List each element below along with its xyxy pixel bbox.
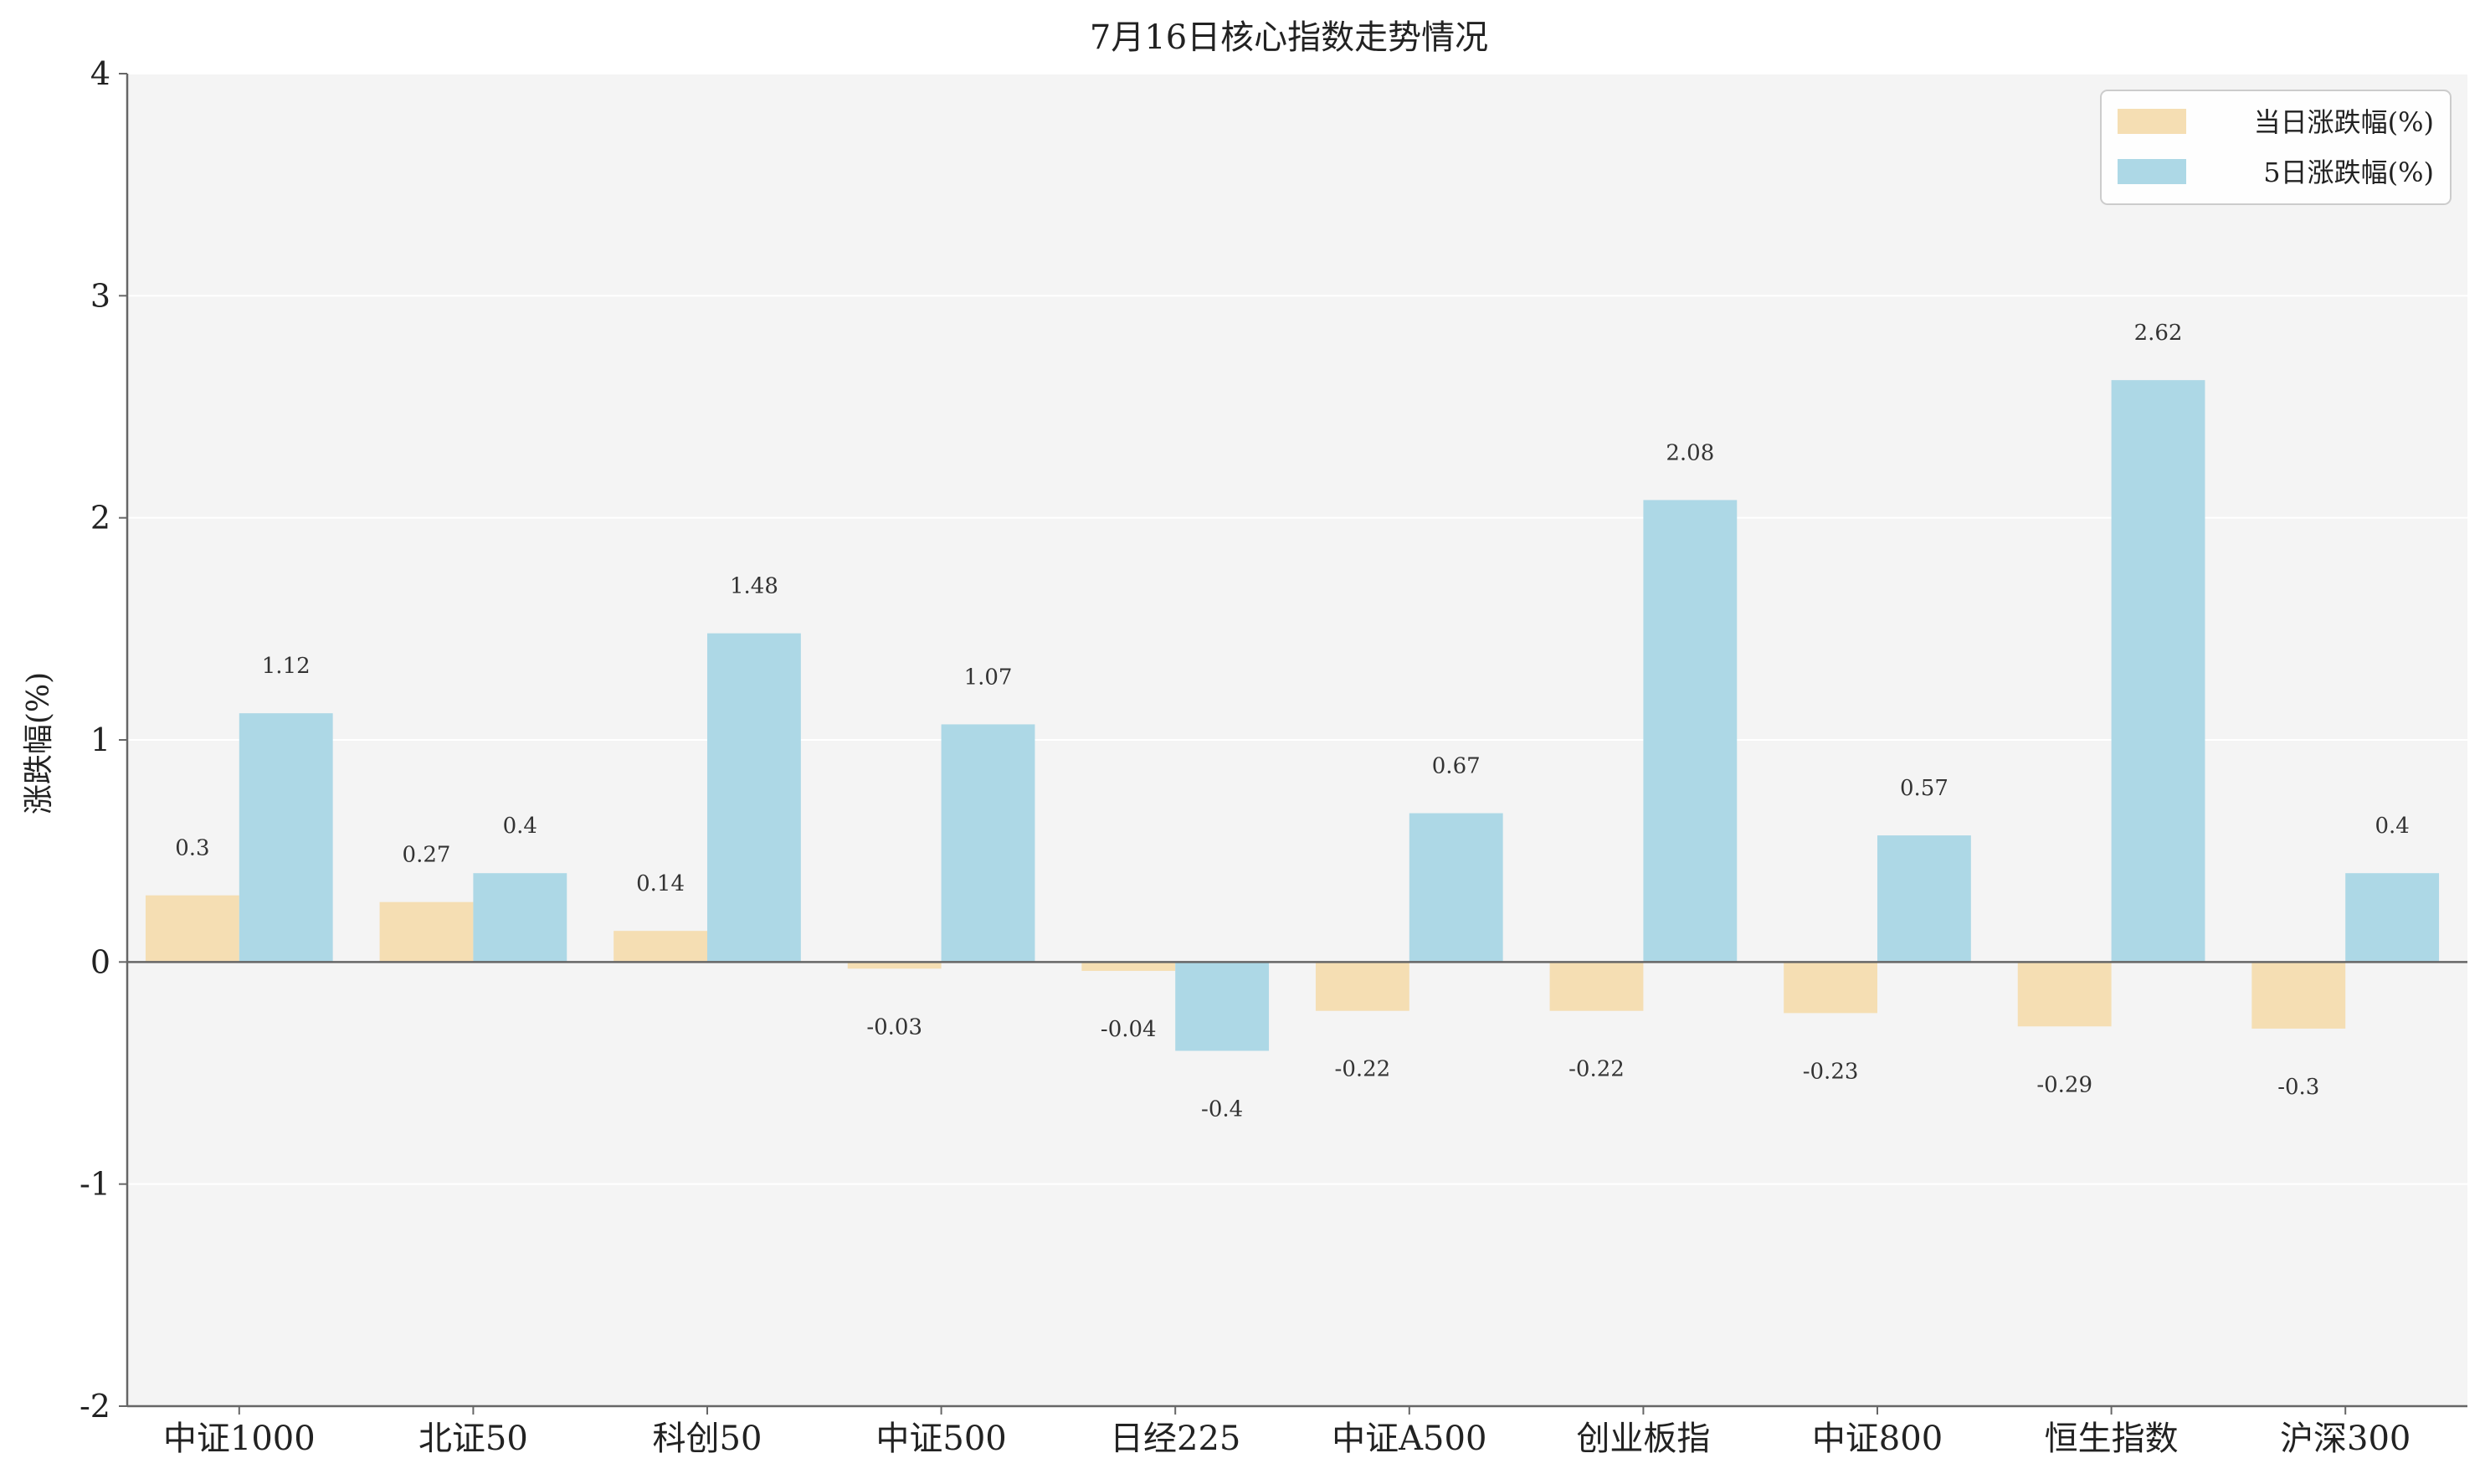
bar-daily-2	[614, 931, 707, 963]
x-tick-label-4: 日经225	[1110, 1420, 1240, 1458]
bar-daily-3	[847, 962, 942, 969]
bar-5day-5	[1409, 813, 1503, 963]
x-tick-label-6: 创业板指	[1576, 1420, 1710, 1458]
y-tick-label: 0	[90, 943, 110, 980]
data-label-5day-5: 0.67	[1432, 754, 1481, 779]
bar-5day-9	[2345, 873, 2440, 963]
data-label-daily-4: -0.04	[1101, 1017, 1157, 1042]
bar-5day-0	[239, 713, 333, 963]
x-tick-label-5: 中证A500	[1332, 1420, 1486, 1458]
x-tick-label-2: 科创50	[653, 1420, 762, 1458]
bar-5day-8	[2111, 380, 2205, 963]
bar-daily-6	[1549, 962, 1644, 1011]
bars	[145, 380, 2440, 1051]
bar-daily-0	[145, 895, 239, 963]
legend-label-daily: 当日涨跌幅(%)	[2254, 106, 2434, 138]
data-label-daily-5: -0.22	[1335, 1057, 1391, 1082]
data-label-5day-4: -0.4	[1201, 1096, 1243, 1122]
bar-5day-3	[941, 724, 1035, 963]
data-label-daily-6: -0.22	[1569, 1057, 1625, 1082]
data-label-daily-1: 0.27	[403, 843, 451, 868]
data-label-5day-0: 1.12	[262, 654, 311, 679]
y-axis-label: 涨跌幅(%)	[22, 672, 56, 814]
data-label-daily-9: -0.3	[2277, 1075, 2319, 1100]
y-tick-label: 2	[90, 500, 110, 537]
x-tick-label-1: 北证50	[418, 1420, 528, 1458]
legend-label-5day: 5日涨跌幅(%)	[2263, 157, 2434, 188]
legend: 当日涨跌幅(%) 5日涨跌幅(%)	[2100, 90, 2452, 205]
bar-daily-7	[1784, 962, 1877, 1014]
data-label-5day-2: 1.48	[730, 574, 778, 599]
data-label-5day-8: 2.62	[2134, 321, 2183, 346]
data-label-5day-3: 1.07	[964, 665, 1013, 690]
bar-5day-7	[1877, 835, 1971, 963]
bar-daily-4	[1081, 962, 1176, 971]
y-tick-label: 3	[90, 277, 110, 314]
bar-5day-6	[1643, 500, 1738, 963]
data-label-5day-6: 2.08	[1666, 440, 1714, 465]
data-label-5day-7: 0.57	[1900, 776, 1948, 801]
bar-daily-9	[2251, 962, 2346, 1029]
chart-title: 7月16日核心指数走势情况	[1090, 18, 1488, 57]
y-tick-label: -2	[80, 1388, 110, 1425]
bar-5day-1	[473, 873, 567, 963]
legend-swatch-daily	[2118, 109, 2186, 134]
bar-daily-1	[379, 901, 474, 963]
data-label-daily-2: 0.14	[636, 871, 685, 896]
bar-5day-4	[1175, 962, 1270, 1051]
x-tick-label-9: 沪深300	[2280, 1420, 2411, 1458]
data-label-daily-3: -0.03	[866, 1014, 922, 1040]
data-label-daily-8: -0.29	[2036, 1072, 2092, 1097]
axes: 中证1000 北证50 科创50 中证500 日经225 中证A500 创业板指 中证800 恒…	[80, 55, 2467, 1458]
data-labels: 0.3 1.12 0.27 0.4 0.14 1.48 -0.03 1.07 -0.04 -0.4…	[175, 321, 2410, 1122]
legend-box	[2100, 90, 2452, 205]
data-label-daily-7: -0.23	[1803, 1059, 1859, 1084]
x-tick-label-0: 中证1000	[163, 1420, 316, 1458]
x-tick-label-3: 中证500	[875, 1420, 1006, 1458]
legend-swatch-5day	[2118, 159, 2186, 184]
y-tick-label: 1	[90, 721, 110, 758]
y-tick-label: -1	[80, 1166, 110, 1203]
bar-5day-2	[707, 633, 801, 963]
bar-daily-5	[1315, 962, 1409, 1011]
y-tick-label: 4	[90, 55, 110, 92]
x-tick-label-7: 中证800	[1812, 1420, 1943, 1458]
data-label-5day-1: 0.4	[503, 814, 537, 839]
data-label-5day-9: 0.4	[2375, 814, 2409, 839]
x-tick-label-8: 恒生指数	[2045, 1420, 2179, 1458]
data-label-daily-0: 0.3	[175, 836, 209, 861]
bar-daily-8	[2017, 962, 2112, 1027]
